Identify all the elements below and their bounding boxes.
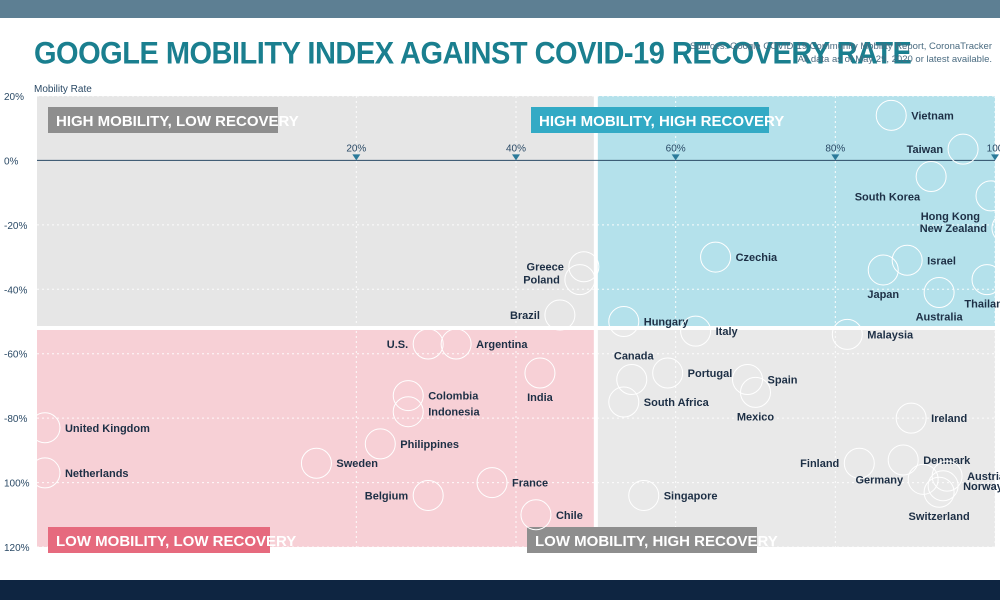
country-label: Singapore — [664, 490, 718, 502]
x-tick-label: 60% — [666, 143, 686, 154]
quadrant-label: LOW MOBILITY, HIGH RECOVERY — [535, 533, 778, 550]
chart-title: GOOGLE MOBILITY INDEX AGAINST COVID-19 R… — [34, 36, 912, 72]
country-label: Chile — [556, 510, 583, 522]
country-label: Portugal — [688, 368, 733, 380]
country-label: Ireland — [931, 413, 967, 425]
country-label: India — [527, 392, 554, 404]
y-tick-label: -60% — [4, 350, 27, 361]
y-tick-label: 20% — [4, 92, 24, 103]
country-label: Israel — [927, 255, 956, 267]
sources-line: Sources: Google COVID-19 Community Mobil… — [689, 41, 992, 52]
gridlines — [37, 95, 996, 548]
x-tick-marker — [352, 154, 361, 161]
y-tick-label: 120% — [4, 543, 30, 554]
country-label: Spain — [768, 374, 798, 386]
date-note-line: All data as of May 29, 2020 or latest av… — [797, 54, 992, 65]
quadrant-label-bg — [48, 107, 278, 133]
country-label: Thailand — [964, 299, 1000, 311]
country-label: U.S. — [387, 339, 408, 351]
y-tick-label: 0% — [4, 156, 19, 167]
x-tick-label: 80% — [825, 143, 845, 154]
country-label: Colombia — [428, 391, 479, 403]
x-tick-marker — [671, 154, 680, 161]
country-label: Mexico — [737, 411, 775, 423]
country-label: Hungary — [644, 317, 690, 329]
axes: 20% 0% -20% -40% -60% -80% 100% 120% 20% 40% 60% 80… — [4, 84, 1000, 554]
country-label: Australia — [916, 312, 964, 324]
country-label: Argentina — [476, 339, 528, 351]
country-label: Brazil — [510, 310, 540, 322]
quadrant-label: HIGH MOBILITY, HIGH RECOVERY — [539, 113, 784, 130]
country-label: Japan — [867, 289, 899, 301]
country-label: Germany — [855, 474, 904, 486]
bottom-banner — [0, 580, 1000, 600]
quadrant-label-bg — [527, 527, 757, 553]
y-tick-label: -20% — [4, 221, 27, 232]
country-label: South Africa — [644, 397, 710, 409]
country-label: Norway — [963, 481, 1000, 493]
country-label: Italy — [716, 326, 739, 338]
country-label: Sweden — [336, 458, 378, 470]
x-tick-label: 40% — [506, 143, 526, 154]
country-label: Austria — [967, 471, 1000, 483]
country-label: France — [512, 478, 548, 490]
country-label: New Zealand — [920, 223, 987, 235]
y-axis-title: Mobility Rate — [34, 84, 92, 95]
x-tick-marker — [831, 154, 840, 161]
quadrant-labels: HIGH MOBILITY, LOW RECOVERY HIGH MOBILITY… — [48, 107, 784, 553]
country-label: United Kingdom — [65, 423, 150, 435]
country-label: Indonesia — [428, 407, 480, 419]
country-label: Poland — [523, 275, 560, 287]
country-label: Vietnam — [911, 110, 954, 122]
quadrant-label-bg — [531, 107, 769, 133]
country-label: Czechia — [736, 252, 778, 264]
country-label: South Korea — [855, 192, 921, 204]
quadrant-label-bg — [48, 527, 270, 553]
sources-note: Sources: Google COVID-19 Community Mobil… — [690, 40, 992, 66]
country-label: Philippines — [400, 439, 459, 451]
x-tick-marker — [991, 154, 999, 161]
x-tick-label: 20% — [346, 143, 366, 154]
quadrant-bottom-left — [37, 327, 596, 547]
scatter-chart: 20% 0% -20% -40% -60% -80% 100% 120% 20% 40% 60% 80… — [4, 84, 1000, 554]
x-tick-marker — [512, 154, 520, 161]
country-label: Greece — [527, 262, 564, 274]
y-tick-label: -40% — [4, 285, 27, 296]
country-label: Belgium — [365, 490, 409, 502]
y-tick-label: 100% — [4, 479, 30, 490]
country-label: Switzerland — [909, 511, 970, 523]
country-label: Malaysia — [867, 329, 914, 341]
x-tick-label: 100 — [987, 143, 1000, 154]
country-label: Taiwan — [907, 144, 944, 156]
country-label: Canada — [614, 350, 655, 362]
quadrant-label: LOW MOBILITY, LOW RECOVERY — [56, 533, 296, 550]
country-label: Finland — [800, 458, 839, 470]
country-label: Hong Kong — [921, 211, 980, 223]
y-tick-label: -80% — [4, 414, 27, 425]
quadrant-label: HIGH MOBILITY, LOW RECOVERY — [56, 113, 299, 130]
quadrant-bottom-right — [595, 327, 995, 547]
top-banner — [0, 0, 1000, 18]
country-label: Netherlands — [65, 468, 129, 480]
